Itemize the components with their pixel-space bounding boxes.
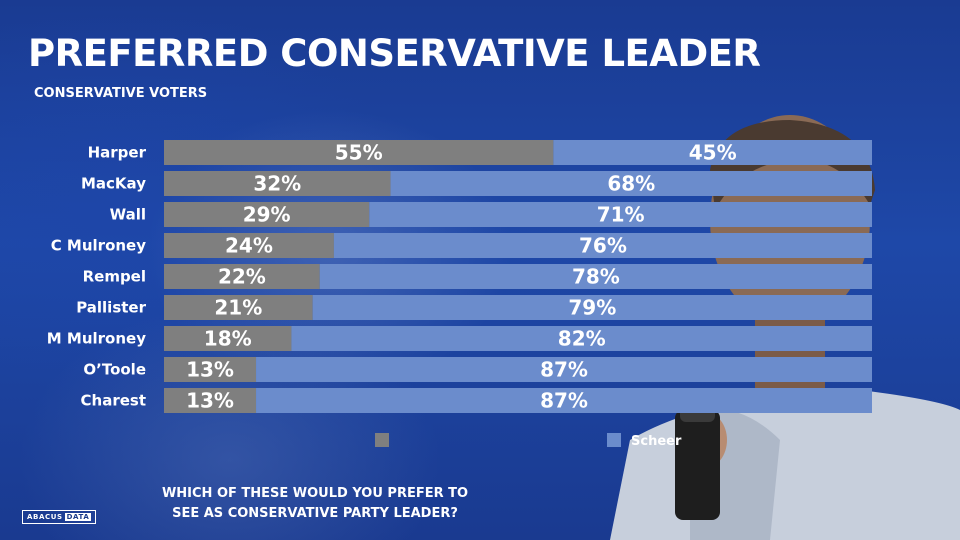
logo-word-1: ABACUS bbox=[27, 513, 63, 521]
data-label-c-mulroney-scheer: 76% bbox=[579, 234, 627, 258]
category-label-charest: Charest bbox=[81, 392, 146, 410]
data-label-charest-scheer: 87% bbox=[540, 389, 588, 413]
category-label-rempel: Rempel bbox=[83, 268, 146, 286]
bar-harper-scheer bbox=[553, 140, 872, 165]
data-label-m-mulroney-scheer: 82% bbox=[558, 327, 606, 351]
data-label-harper-scheer: 45% bbox=[689, 141, 737, 165]
data-label-rempel-candidate: 22% bbox=[218, 265, 266, 289]
bar-o-toole-scheer bbox=[256, 357, 872, 382]
logo-box: ABACUS DATA bbox=[22, 510, 97, 524]
question-line-2: SEE AS CONSERVATIVE PARTY LEADER? bbox=[172, 506, 458, 521]
data-label-charest-candidate: 13% bbox=[186, 389, 234, 413]
data-label-o-toole-scheer: 87% bbox=[540, 358, 588, 382]
category-label-wall: Wall bbox=[110, 206, 146, 224]
legend-swatch-scheer bbox=[607, 433, 621, 447]
survey-question: WHICH OF THESE WOULD YOU PREFER TO SEE A… bbox=[150, 484, 480, 524]
speaker-photo bbox=[610, 115, 960, 540]
bar-o-toole-candidate bbox=[164, 357, 257, 382]
category-label-o-toole: O’Toole bbox=[83, 361, 146, 379]
bar-m-mulroney-scheer bbox=[291, 326, 872, 351]
bar-harper-candidate bbox=[164, 140, 554, 165]
bar-charest-candidate bbox=[164, 388, 257, 413]
bar-c-mulroney-scheer bbox=[333, 233, 872, 258]
logo-word-2: DATA bbox=[64, 513, 92, 521]
abacus-data-logo: ABACUS DATA bbox=[22, 510, 97, 524]
data-label-m-mulroney-candidate: 18% bbox=[204, 327, 252, 351]
legend-label-scheer: Scheer bbox=[631, 434, 682, 449]
bar-rempel-candidate bbox=[164, 264, 320, 289]
legend-swatch-candidate bbox=[375, 433, 389, 447]
question-line-1: WHICH OF THESE WOULD YOU PREFER TO bbox=[161, 486, 469, 501]
bar-rempel-scheer bbox=[319, 264, 872, 289]
bar-wall-candidate bbox=[164, 202, 370, 227]
bar-charest-scheer bbox=[256, 388, 872, 413]
data-label-harper-candidate: 55% bbox=[335, 141, 383, 165]
data-label-rempel-scheer: 78% bbox=[572, 265, 620, 289]
category-label-m-mulroney: M Mulroney bbox=[47, 330, 146, 348]
data-label-o-toole-candidate: 13% bbox=[186, 358, 234, 382]
data-label-c-mulroney-candidate: 24% bbox=[225, 234, 273, 258]
data-label-mackay-candidate: 32% bbox=[253, 172, 301, 196]
data-label-wall-candidate: 29% bbox=[243, 203, 291, 227]
chart-title: PREFERRED CONSERVATIVE LEADER bbox=[28, 32, 761, 75]
category-label-c-mulroney: C Mulroney bbox=[51, 237, 147, 255]
bar-mackay-candidate bbox=[164, 171, 391, 196]
data-label-pallister-candidate: 21% bbox=[214, 296, 262, 320]
category-label-harper: Harper bbox=[88, 144, 147, 162]
bar-wall-scheer bbox=[369, 202, 872, 227]
bar-pallister-candidate bbox=[164, 295, 313, 320]
chart-subtitle: CONSERVATIVE VOTERS bbox=[34, 86, 208, 101]
bar-mackay-scheer bbox=[390, 171, 872, 196]
bar-pallister-scheer bbox=[312, 295, 872, 320]
data-label-pallister-scheer: 79% bbox=[568, 296, 616, 320]
category-label-pallister: Pallister bbox=[76, 299, 146, 317]
data-label-mackay-scheer: 68% bbox=[607, 172, 655, 196]
category-label-mackay: MacKay bbox=[81, 175, 146, 193]
bar-m-mulroney-candidate bbox=[164, 326, 292, 351]
data-label-wall-scheer: 71% bbox=[597, 203, 645, 227]
bar-c-mulroney-candidate bbox=[164, 233, 334, 258]
